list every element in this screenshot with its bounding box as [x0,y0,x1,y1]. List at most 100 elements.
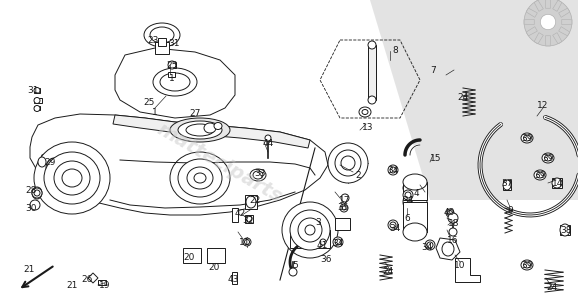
Ellipse shape [427,242,433,248]
Ellipse shape [34,97,40,104]
Text: 7: 7 [430,65,436,75]
Ellipse shape [282,202,338,258]
Ellipse shape [403,223,427,241]
Ellipse shape [335,239,341,245]
Ellipse shape [49,162,59,174]
Text: 31: 31 [168,38,180,47]
Text: 9: 9 [507,205,513,215]
Ellipse shape [62,169,82,187]
Text: 14: 14 [553,178,564,187]
Text: 39: 39 [521,133,533,142]
Text: 39: 39 [521,260,533,269]
Text: 20: 20 [208,263,220,271]
Text: 24: 24 [546,284,558,292]
Ellipse shape [305,225,315,235]
Text: 24: 24 [383,268,394,276]
Bar [335,218,350,230]
Ellipse shape [403,190,413,200]
Text: matteciparts: matteciparts [154,119,286,206]
Ellipse shape [560,224,570,236]
Text: 34: 34 [332,239,344,247]
Polygon shape [455,258,480,282]
Text: 40: 40 [443,207,455,216]
Ellipse shape [534,170,546,180]
Ellipse shape [447,210,453,215]
Text: 23: 23 [147,36,159,44]
Text: 24: 24 [457,93,469,102]
Text: 19: 19 [99,281,111,289]
Bar [183,248,201,263]
Text: 44: 44 [262,139,273,147]
Ellipse shape [32,188,42,198]
Bar [98,280,106,285]
Text: 32: 32 [242,215,254,224]
Text: 11: 11 [239,237,251,247]
Text: 34: 34 [390,223,401,232]
Text: 13: 13 [362,123,374,131]
Polygon shape [553,0,562,11]
Text: 15: 15 [430,154,442,163]
Text: 17: 17 [339,195,351,205]
Bar [552,178,562,188]
Circle shape [524,0,572,46]
Ellipse shape [253,171,263,179]
Polygon shape [115,48,235,118]
Bar [560,225,570,235]
Ellipse shape [342,206,346,210]
Text: 16: 16 [447,236,459,244]
Ellipse shape [34,105,40,112]
Text: 42: 42 [234,208,246,218]
Ellipse shape [544,155,551,161]
Ellipse shape [403,190,427,214]
Ellipse shape [390,167,396,173]
Text: 1: 1 [169,73,175,83]
Ellipse shape [194,173,206,183]
Ellipse shape [290,210,330,250]
Text: 1: 1 [152,107,158,117]
Ellipse shape [44,152,100,204]
Text: 34: 34 [421,242,433,252]
Polygon shape [553,33,562,44]
Ellipse shape [32,187,42,199]
Ellipse shape [341,156,355,170]
Bar [168,72,175,77]
Ellipse shape [521,260,533,270]
Text: 26: 26 [81,276,92,284]
Ellipse shape [388,165,398,175]
Polygon shape [88,273,98,283]
Bar [245,215,253,223]
Ellipse shape [542,153,554,163]
Bar [34,88,40,93]
Ellipse shape [34,190,40,196]
Ellipse shape [442,242,454,256]
Text: 29: 29 [45,157,55,166]
Polygon shape [534,0,543,11]
Text: 35: 35 [337,202,349,212]
Polygon shape [436,238,460,260]
Ellipse shape [150,27,174,43]
Text: 21: 21 [66,281,77,289]
Text: 3: 3 [315,218,321,226]
Polygon shape [38,150,68,186]
Ellipse shape [170,152,230,204]
Ellipse shape [34,189,40,197]
Polygon shape [546,36,551,46]
Ellipse shape [34,88,40,94]
Bar [245,195,257,209]
Ellipse shape [333,237,343,247]
Bar [403,182,427,200]
Bar [403,202,427,232]
Ellipse shape [246,216,252,222]
Ellipse shape [390,222,396,228]
Ellipse shape [335,150,361,176]
Text: 30: 30 [25,204,37,213]
Ellipse shape [403,180,427,196]
Bar [232,272,237,284]
Text: 37: 37 [501,178,513,187]
Ellipse shape [368,96,376,104]
Ellipse shape [160,73,190,91]
Ellipse shape [521,133,533,143]
Ellipse shape [320,239,326,245]
Text: 8: 8 [392,46,398,54]
Text: 34: 34 [402,195,414,205]
